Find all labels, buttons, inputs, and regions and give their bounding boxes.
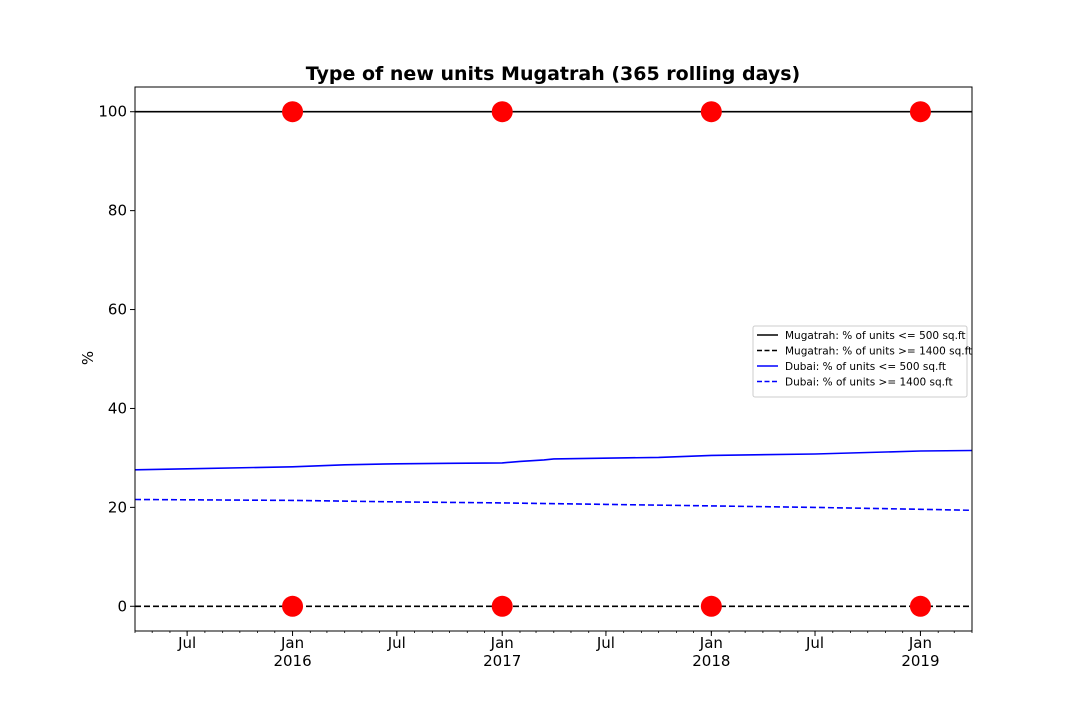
x-tick-label: Jan [699, 634, 723, 652]
y-tick-label: 40 [108, 399, 127, 417]
scatter-point [491, 101, 513, 123]
scatter-point [491, 595, 513, 617]
legend-entry: Mugatrah: % of units >= 1400 sq.ft [785, 346, 972, 358]
x-tick-label: Jan [490, 634, 514, 652]
scatter-point [282, 101, 304, 123]
legend-entry: Mugatrah: % of units <= 500 sq.ft [785, 330, 966, 342]
y-tick-label: 60 [108, 301, 127, 319]
x-tick-label: Jul [387, 634, 406, 652]
y-tick-label: 80 [108, 202, 127, 220]
scatter-point [909, 101, 931, 123]
legend-entry: Dubai: % of units <= 500 sq.ft [785, 361, 946, 373]
x-tick-year-label: 2019 [901, 652, 939, 670]
legend-entry: Dubai: % of units >= 1400 sq.ft [785, 377, 953, 389]
legend: Mugatrah: % of units <= 500 sq.ft Mugatra… [752, 325, 972, 398]
x-tick-year-label: 2018 [692, 652, 730, 670]
x-tick-year-label: 2016 [273, 652, 311, 670]
scatter-point [700, 101, 722, 123]
scatter-point [700, 595, 722, 617]
x-tick-label: Jul [596, 634, 615, 652]
x-tick-label: Jul [177, 634, 196, 652]
x-tick-year-label: 2017 [483, 652, 521, 670]
y-tick-label: 100 [98, 103, 127, 121]
y-tick-label: 0 [117, 597, 127, 615]
x-tick-label: Jan [908, 634, 932, 652]
x-tick-label: Jul [805, 634, 824, 652]
y-tick-label: 20 [108, 498, 127, 516]
scatter-point [909, 595, 931, 617]
x-tick-label: Jan [280, 634, 304, 652]
scatter-point [282, 595, 304, 617]
series-line-2 [134, 449, 973, 471]
chart-title: Type of new units Mugatrah (365 rolling … [306, 63, 800, 85]
legend-box [752, 325, 968, 398]
y-axis-label: % [79, 351, 97, 365]
series-line-3 [134, 498, 973, 512]
